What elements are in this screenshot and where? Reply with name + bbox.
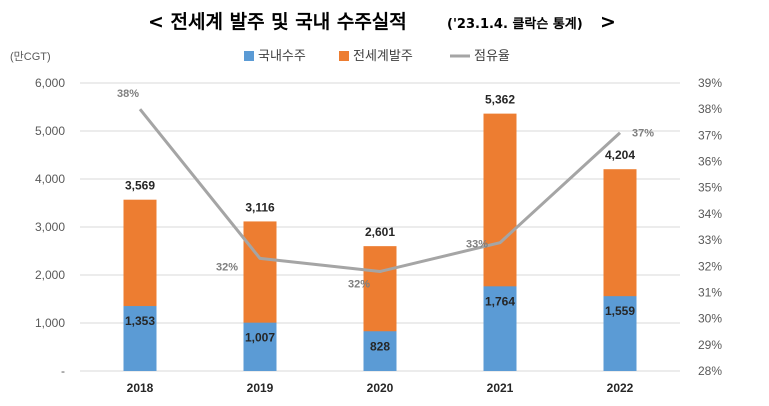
- left-tick-label: 4,000: [35, 172, 65, 186]
- category-label: 2021: [487, 381, 514, 395]
- left-tick-label: 1,000: [35, 316, 65, 330]
- left-tick-label: 6,000: [35, 76, 65, 90]
- bar-domestic: [603, 296, 637, 371]
- world-value-label: 4,204: [605, 148, 635, 162]
- share-line-path: [138, 108, 622, 274]
- left-tick-label: 3,000: [35, 220, 65, 234]
- legend-swatch-domestic: [244, 51, 254, 61]
- chart-title: < 전세계 발주 및 국내 수주실적 ('23.1.4. 클락슨 통계) >: [148, 11, 616, 33]
- category-label: 2022: [607, 381, 634, 395]
- bars: [123, 113, 637, 372]
- title-sub: ('23.1.4. 클락슨 통계): [447, 17, 583, 32]
- share-value-label: 32%: [216, 261, 238, 273]
- world-value-label: 3,116: [245, 200, 275, 214]
- share-value-label: 38%: [117, 88, 139, 100]
- bar-domestic: [123, 306, 157, 371]
- share-line: [138, 108, 622, 274]
- bar-domestic: [243, 322, 277, 371]
- right-tick-label: 36%: [698, 155, 722, 169]
- category-label: 2018: [127, 381, 154, 395]
- left-tick-label: 2,000: [35, 268, 65, 282]
- right-tick-label: 29%: [698, 338, 722, 352]
- left-tick-label: -: [61, 364, 65, 378]
- right-tick-label: 31%: [698, 285, 722, 299]
- legend-swatch-world: [339, 51, 349, 61]
- left-tick-label: 5,000: [35, 124, 65, 138]
- domestic-value-label: 828: [370, 339, 390, 353]
- right-tick-label: 28%: [698, 364, 722, 378]
- category-axis: 2018 2019 2020 2021 2022: [127, 381, 634, 395]
- share-value-label: 33%: [466, 239, 488, 251]
- domestic-value-label: 1,559: [605, 304, 635, 318]
- right-tick-label: 30%: [698, 312, 722, 326]
- share-value-label: 37%: [632, 128, 654, 140]
- legend-label-domestic: 국내수주: [258, 49, 306, 64]
- category-label: 2020: [367, 381, 394, 395]
- right-tick-label: 35%: [698, 181, 722, 195]
- legend-label-share: 점유율: [474, 49, 510, 64]
- legend-label-world: 전세계발주: [353, 49, 413, 64]
- domestic-value-label: 1,764: [485, 294, 515, 308]
- right-tick-label: 32%: [698, 259, 722, 273]
- domestic-value-label: 1,353: [125, 314, 155, 328]
- world-value-label: 2,601: [365, 225, 395, 239]
- bar-domestic: [483, 286, 517, 371]
- right-tick-label: 39%: [698, 76, 722, 90]
- world-value-label: 5,362: [485, 93, 515, 107]
- title-main: < 전세계 발주 및 국내 수주실적: [148, 11, 407, 33]
- legend: 국내수주 전세계발주 점유율: [244, 49, 510, 64]
- unit-label: (만CGT): [10, 50, 51, 63]
- share-value-label: 32%: [348, 279, 370, 291]
- domestic-value-label: 1,007: [245, 331, 275, 345]
- right-tick-label: 38%: [698, 102, 722, 116]
- right-axis: 28% 29% 30% 31% 32% 33% 34% 35% 36% 37% 38% 39%: [698, 76, 722, 378]
- bar-domestic: [363, 331, 397, 371]
- data-labels: 3,569 1,353 3,116 1,007 2,601 828 5,362 1,764 4,…: [117, 88, 654, 353]
- world-value-label: 3,569: [125, 179, 155, 193]
- right-tick-label: 34%: [698, 207, 722, 221]
- category-label: 2019: [247, 381, 274, 395]
- left-axis: - 1,000 2,000 3,000 4,000 5,000 6,000: [35, 76, 65, 378]
- right-tick-label: 33%: [698, 233, 722, 247]
- right-tick-label: 37%: [698, 128, 722, 142]
- title-close: >: [600, 11, 616, 33]
